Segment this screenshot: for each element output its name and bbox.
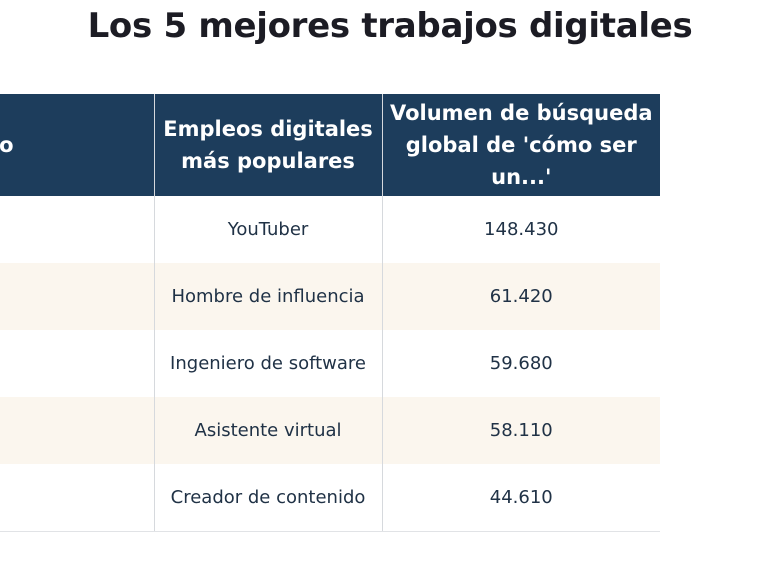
volume-cell: 148.430 [381,196,660,263]
rank-cell [0,330,154,397]
table-row: Creador de contenido 44.610 [0,464,660,532]
header-volume-line-2: global de 'cómo ser un...' [405,133,637,189]
header-job: Empleos digitales más populares [153,94,383,196]
volume-cell: 58.110 [381,397,660,464]
ranking-table: ango Empleos digitales más populares Vol… [0,94,660,532]
header-job-line-1: Empleos digitales [163,117,373,141]
table-header-row: ango Empleos digitales más populares Vol… [0,94,660,196]
header-volume: Volumen de búsqueda global de 'cómo ser … [381,94,660,196]
rank-cell [0,196,154,263]
table-row: YouTuber 148.430 [0,196,660,263]
table-row: Hombre de influencia 61.420 [0,263,660,330]
header-rank-line-1: ango [0,133,14,157]
rank-cell [0,464,155,532]
volume-cell: 44.610 [381,464,660,532]
header-volume-line-1: Volumen de búsqueda [389,101,653,125]
job-cell: Ingeniero de software [153,330,383,397]
table-row: Asistente virtual 58.110 [0,397,660,464]
job-cell: Asistente virtual [153,397,383,464]
header-job-line-2: más populares [181,149,355,173]
job-cell: YouTuber [153,196,383,263]
table-row: Ingeniero de software 59.680 [0,330,660,397]
header-rank: ango [0,94,155,196]
rank-cell [0,397,155,464]
rank-cell [0,263,155,330]
job-cell: Creador de contenido [153,464,383,532]
page-title: Los 5 mejores trabajos digitales [87,6,693,46]
job-cell: Hombre de influencia [153,263,383,330]
volume-cell: 61.420 [381,263,660,330]
volume-cell: 59.680 [381,330,660,397]
